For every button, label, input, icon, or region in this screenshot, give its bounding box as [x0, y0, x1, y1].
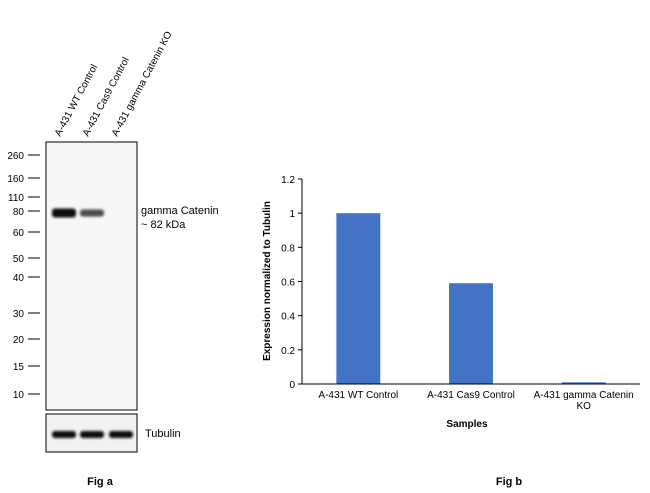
gamma-catenin-band — [80, 209, 104, 217]
y-tick-label: 0.8 — [281, 243, 295, 254]
loading-control-label: Tubulin — [145, 428, 181, 440]
marker-label: 15 — [13, 362, 25, 373]
x-tick-label: A-431 Cas9 Control — [427, 390, 515, 401]
bar — [336, 213, 381, 384]
y-tick-label: 1 — [289, 209, 295, 220]
y-tick-label: 0.6 — [281, 278, 295, 289]
x-axis: A-431 WT Control A-431 Cas9 Control A-431 … — [302, 383, 640, 412]
marker-label: 110 — [8, 193, 24, 204]
marker-label: 60 — [13, 228, 25, 239]
y-tick-label: 0.4 — [281, 312, 295, 323]
blot-main-panel — [45, 141, 138, 411]
bar-chart: 00.20.40.60.811.2 A-431 WT Control A-431 … — [262, 175, 640, 488]
marker-label: 50 — [13, 254, 25, 265]
marker-label: 20 — [13, 335, 25, 346]
tubulin-band — [52, 431, 76, 438]
y-tick-label: 1.2 — [281, 175, 295, 186]
marker-label: 160 — [7, 174, 24, 185]
bar — [561, 382, 606, 384]
y-tick-label: 0 — [289, 380, 295, 391]
x-axis-title: Samples — [446, 419, 488, 430]
y-axis-title: Expression normalized to Tubulin — [262, 201, 273, 361]
tubulin-band — [80, 431, 104, 438]
y-axis: 0 0.2 0.4 0.6 0.8 1 1.2 — [281, 175, 303, 391]
x-tick-label: A-431 WT Control — [318, 390, 398, 401]
x-tick-label: A-431 gamma Catenin — [534, 390, 634, 401]
bars — [336, 213, 606, 384]
x-tick-label: KO — [576, 401, 591, 412]
bar — [449, 283, 493, 384]
marker-label: 10 — [13, 390, 25, 401]
marker-label: 260 — [7, 151, 24, 162]
tubulin-band — [109, 431, 133, 438]
y-tick-label: 0.2 — [281, 346, 295, 357]
gamma-catenin-band — [52, 208, 76, 218]
band-label-name: gamma Catenin — [141, 205, 219, 217]
marker-label: 40 — [13, 273, 25, 284]
marker-label: 80 — [13, 207, 25, 218]
band-label-size: ~ 82 kDa — [141, 219, 186, 231]
marker-label: 30 — [13, 309, 25, 320]
fig-b-caption: Fig b — [496, 476, 523, 488]
gamma-catenin-bands — [52, 208, 104, 218]
fig-a-caption: Fig a — [87, 476, 114, 488]
molecular-weight-markers: 260 160 110 80 60 50 40 30 20 15 10 — [7, 151, 40, 401]
tubulin-bands — [52, 431, 133, 438]
lane-label: A-431 gamma Catenin KO — [110, 29, 175, 138]
